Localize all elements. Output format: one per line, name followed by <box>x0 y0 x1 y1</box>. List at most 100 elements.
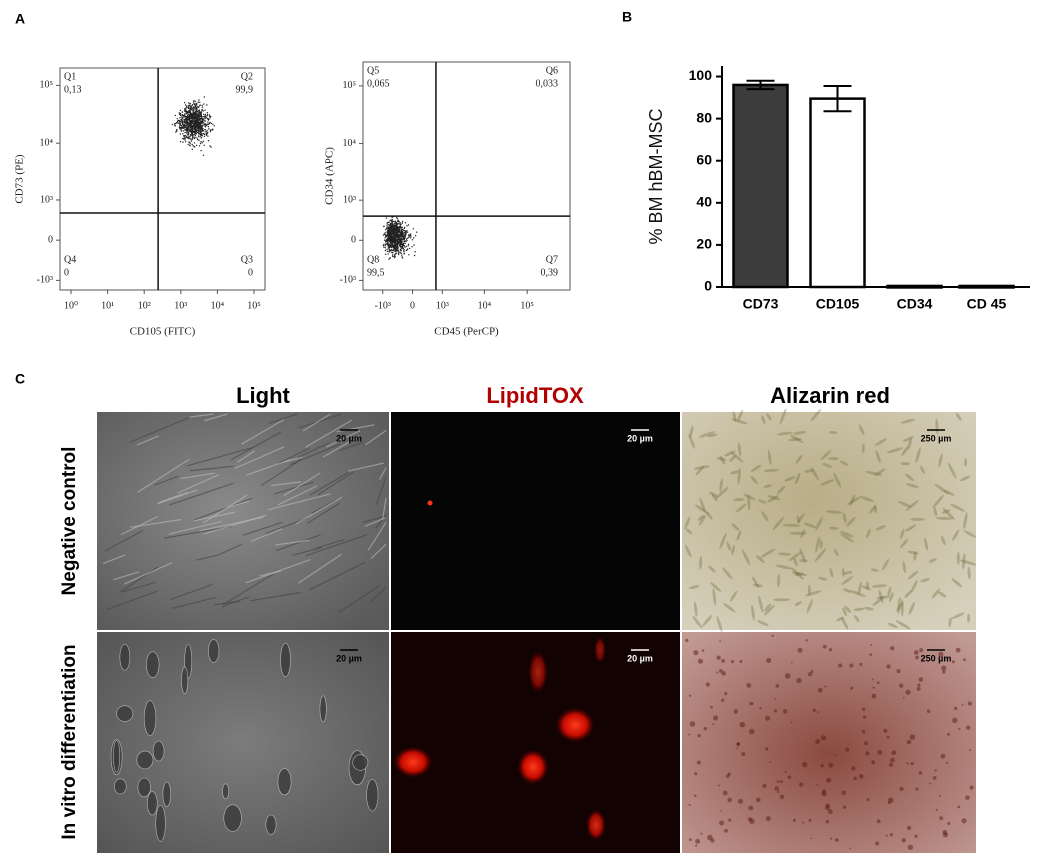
event-dot <box>392 247 395 249</box>
event-dot <box>391 251 393 254</box>
cell-texture <box>363 515 386 523</box>
cell-texture <box>203 514 267 535</box>
scale-bar-label: 20 µm <box>627 433 653 443</box>
plot-frame <box>59 67 266 291</box>
event-dot <box>186 126 189 128</box>
cell-texture <box>858 495 874 502</box>
cell-texture <box>850 686 854 690</box>
event-dot <box>200 137 203 139</box>
event-dot <box>206 118 209 120</box>
event-dot <box>187 122 190 124</box>
event-dot <box>414 251 416 253</box>
event-dot <box>391 219 393 221</box>
cell-texture <box>774 786 780 792</box>
cell-texture <box>862 715 867 719</box>
cell-texture <box>843 605 852 613</box>
micrograph <box>682 632 976 853</box>
cell-texture <box>943 489 955 496</box>
event-dot <box>183 114 186 116</box>
cell-texture <box>737 409 744 422</box>
bar <box>809 97 866 289</box>
event-dot <box>200 117 203 120</box>
event-dot <box>391 249 393 252</box>
event-dot <box>387 229 389 232</box>
cell-texture <box>695 844 698 847</box>
event-dot <box>390 244 392 247</box>
event-dot <box>397 231 399 234</box>
event-dot <box>191 143 193 146</box>
y-tick-label: 0 <box>48 234 53 245</box>
quadrant-name: Q7 <box>546 254 558 265</box>
cell-texture <box>718 784 720 787</box>
event-dot <box>190 126 192 128</box>
event-dot <box>186 132 188 134</box>
event-dot <box>410 237 412 239</box>
cell-texture <box>693 650 699 656</box>
cell-texture <box>722 790 728 796</box>
y-tick-label: 40 <box>696 194 712 210</box>
event-dot <box>193 137 196 140</box>
cell-texture <box>260 458 302 487</box>
event-dot <box>193 116 195 118</box>
cell-texture <box>737 798 744 804</box>
event-dot <box>395 229 397 231</box>
event-dot <box>391 220 393 222</box>
event-dot <box>193 136 195 138</box>
cell-texture <box>901 838 906 843</box>
event-dot <box>203 103 205 105</box>
cell-texture <box>803 522 817 528</box>
event-dot <box>198 110 201 112</box>
cell-texture <box>876 595 890 600</box>
event-dot <box>391 255 394 257</box>
event-dot <box>180 130 183 132</box>
event-dot <box>397 233 399 236</box>
cell-texture <box>918 677 924 682</box>
event-dot <box>204 126 207 128</box>
cell-texture <box>757 620 769 627</box>
cell-texture <box>305 419 353 448</box>
event-dot <box>183 134 185 137</box>
cell-texture <box>773 709 778 713</box>
quadrant-name: Q6 <box>546 65 558 76</box>
cell-texture <box>907 437 913 451</box>
cell-texture <box>902 560 906 573</box>
event-dot <box>181 117 184 119</box>
cell-texture <box>755 555 765 564</box>
event-dot <box>389 240 391 242</box>
event-dot <box>194 130 196 132</box>
event-dot <box>411 239 414 241</box>
cell-texture <box>739 660 743 663</box>
cell-texture <box>953 706 958 711</box>
event-dot <box>387 245 389 247</box>
event-dot <box>395 220 397 222</box>
event-dot <box>392 252 394 254</box>
event-dot <box>398 227 400 229</box>
event-dot <box>387 235 389 237</box>
cell-texture <box>939 816 944 821</box>
event-dot <box>386 248 388 251</box>
cell-texture <box>828 762 834 768</box>
cell-texture <box>719 455 726 465</box>
cell-texture <box>871 678 874 681</box>
cell-texture <box>777 790 780 794</box>
event-dot <box>181 119 183 121</box>
cell-texture <box>965 795 970 800</box>
cell-texture <box>866 798 870 802</box>
cell-texture <box>137 458 190 493</box>
cell-texture <box>771 634 774 638</box>
cell-texture <box>728 818 732 822</box>
cell-texture <box>775 683 780 688</box>
event-dot <box>190 117 192 120</box>
cell-texture <box>792 571 807 576</box>
event-dot <box>202 133 204 135</box>
event-dot <box>198 145 201 147</box>
cell-texture <box>724 692 728 696</box>
cell-texture <box>276 534 321 552</box>
cell-texture <box>743 493 756 501</box>
cell-texture <box>724 828 728 833</box>
cell-texture <box>113 778 127 795</box>
cell-texture <box>964 457 968 467</box>
event-dot <box>194 125 196 127</box>
event-dot <box>387 250 389 253</box>
event-dot <box>179 127 181 130</box>
